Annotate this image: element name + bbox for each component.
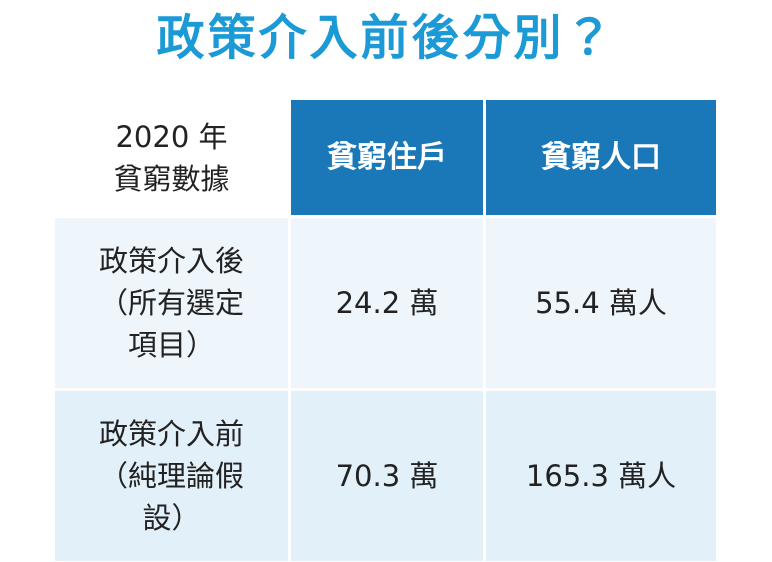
cell-text: 貧窮數據	[113, 161, 230, 196]
cell-text: 項目）	[127, 328, 215, 362]
cell-text: 政策介入前	[98, 417, 244, 451]
cell-text: 貧窮住戶	[327, 139, 447, 175]
cell-text: 設）	[142, 501, 201, 535]
cell-text: 70.3 萬	[335, 459, 439, 493]
cell-text: 55.4 萬人	[535, 286, 667, 320]
table-cell: 24.2 萬	[291, 218, 483, 388]
header-cell: 貧窮人口	[486, 100, 716, 215]
cell-text: 貧窮人口	[541, 139, 661, 175]
table: 2020 年貧窮數據 貧窮住戶 貧窮人口政策介入後 （所有選定項目） 24.2 萬 55.…	[55, 100, 716, 561]
cell-text: （純理論假	[98, 459, 244, 493]
title: 政策介入前後分別？	[156, 10, 616, 66]
cell-text: 2020 年	[115, 119, 228, 154]
table-cell: 55.4 萬人	[486, 218, 716, 388]
cell-text: （所有選定	[98, 286, 244, 320]
cell-text: 165.3 萬人	[525, 459, 677, 493]
table-cell: 政策介入前 （純理論假設）	[55, 391, 288, 561]
table-cell: 政策介入後 （所有選定項目）	[55, 218, 288, 388]
header-cell: 2020 年貧窮數據	[55, 100, 288, 215]
table-cell: 70.3 萬	[291, 391, 483, 561]
cell-text: 政策介入後	[98, 244, 244, 278]
table-cell: 165.3 萬人	[486, 391, 716, 561]
header-cell: 貧窮住戶	[291, 100, 483, 215]
cell-text: 24.2 萬	[335, 286, 439, 320]
